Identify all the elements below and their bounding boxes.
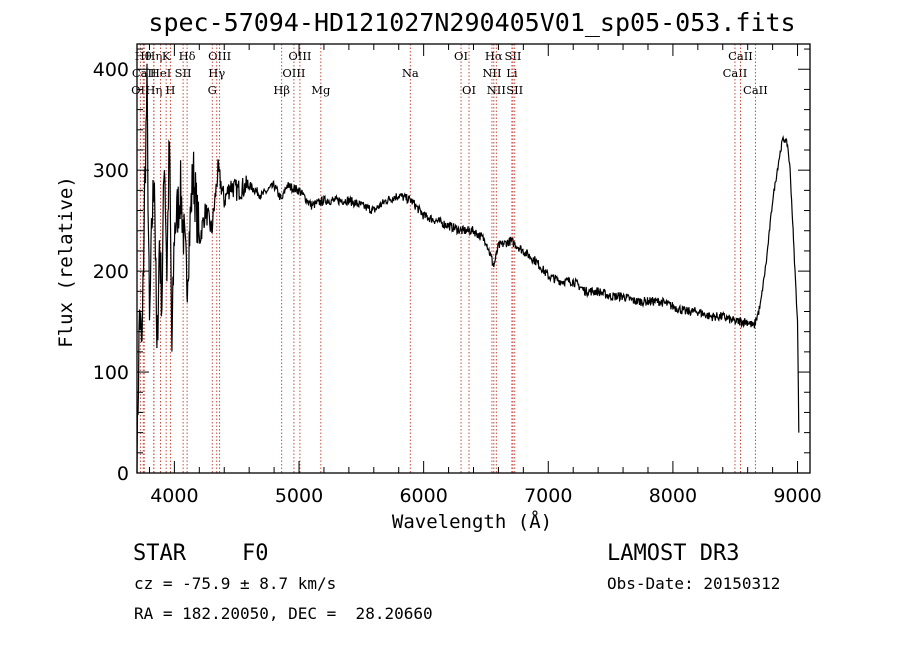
- spectral-line-label: CaII: [723, 66, 748, 80]
- spectral-line-label: OI: [462, 83, 476, 97]
- spectral-line-label: OIII: [208, 49, 231, 63]
- survey-label: LAMOST DR3: [607, 541, 740, 566]
- spectral-line-label: CaII: [728, 49, 753, 63]
- spectral-line-label: Hη: [145, 83, 162, 97]
- spectral-line-label: SII: [175, 66, 192, 80]
- spectral-line-label: Hδ: [179, 49, 196, 63]
- obs-date-label: Obs-Date: 20150312: [607, 574, 781, 593]
- axis-ticks: 4000 5000 6000 7000 8000 9000 0 100 200 300 400: [93, 44, 822, 507]
- spectral-line-label: OIII: [282, 66, 305, 80]
- x-axis-label: Wavelength (Å): [392, 510, 552, 533]
- chart-title: spec-57094-HD121027N290405V01_sp05-053.f…: [148, 8, 795, 37]
- spectral-line-label: OII: [131, 83, 150, 97]
- spectral-line-label: Hγ: [208, 66, 225, 80]
- x-tick-label: 8000: [649, 485, 697, 507]
- spectral-line-label: Hβ: [273, 83, 290, 97]
- x-tick-label: 7000: [524, 485, 572, 507]
- y-tick-label: 100: [93, 362, 129, 384]
- x-tick-label: 9000: [773, 485, 821, 507]
- y-tick-label: 300: [93, 160, 129, 182]
- spectral-line-label: Li: [506, 66, 518, 80]
- redshift-label: cz = -75.9 ± 8.7 km/s: [134, 574, 337, 593]
- spectral-line-label: NII: [487, 83, 506, 97]
- spectral-line-label: HeI: [150, 66, 171, 80]
- spectral-line-label: Mg: [311, 83, 331, 97]
- spectral-line-label: H: [165, 83, 175, 97]
- x-tick-label: 5000: [275, 485, 323, 507]
- spectral-line-label: Na: [402, 66, 419, 80]
- y-axis-label: Flux (relative): [55, 176, 77, 348]
- x-tick-label: 6000: [399, 485, 447, 507]
- spectral-line-label: SII: [505, 49, 522, 63]
- y-tick-label: 400: [93, 59, 129, 81]
- class-label: STAR: [133, 541, 186, 566]
- spectral-line-label: OI: [454, 49, 468, 63]
- spectrum-line: [136, 63, 800, 474]
- spectral-line-label: OIII: [288, 49, 311, 63]
- plot-frame: [136, 43, 811, 474]
- spectral-line-label: K: [162, 49, 171, 63]
- y-tick-label: 0: [117, 463, 129, 485]
- spectral-line-label: G: [208, 83, 217, 97]
- spectral-line-label: Hα: [485, 49, 503, 63]
- x-tick-label: 4000: [150, 485, 198, 507]
- coords-label: RA = 182.20050, DEC = 28.20660: [134, 604, 433, 623]
- spectral-line-label: NII: [482, 66, 501, 80]
- spectral-line-label: Hθ: [135, 49, 152, 63]
- y-tick-label: 200: [93, 261, 129, 283]
- spectral-line-label: SII: [506, 83, 523, 97]
- spectral-line-label: CaII: [743, 83, 768, 97]
- subclass-label: F0: [242, 541, 269, 566]
